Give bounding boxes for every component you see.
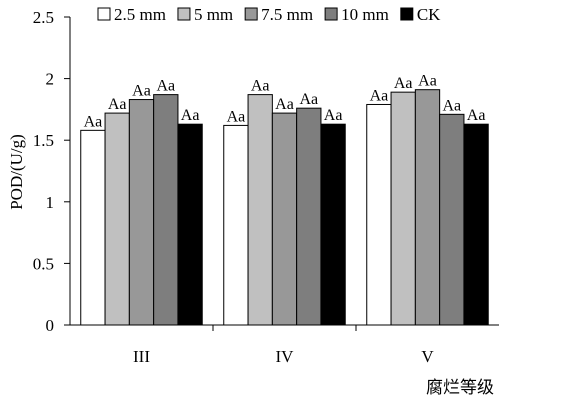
bar-data-label: Aa [275, 96, 294, 113]
bar [414, 89, 441, 326]
bar-data-label: Aa [467, 107, 486, 124]
bar [439, 113, 465, 326]
bar [80, 129, 106, 326]
legend-swatch [97, 7, 111, 21]
legend-swatch [400, 7, 414, 21]
bar-data-label: Aa [251, 78, 270, 95]
plot-area: 0 0.5 1 1.5 2 2.5 III IV V Aa Aa Aa Aa Aa Aa Aa Aa Aa Aa Aa… [33, 8, 499, 366]
bar-data-label: Aa [299, 91, 318, 108]
y-tick-label: 0 [46, 316, 55, 335]
bar [366, 103, 392, 326]
bar [296, 107, 322, 326]
legend-label: 10 mm [341, 5, 389, 24]
bar-data-label: Aa [156, 78, 175, 95]
y-tick-label: 0.5 [33, 254, 54, 273]
legend-label: 7.5 mm [261, 5, 313, 24]
bar-data-label: Aa [132, 83, 151, 100]
legend-swatch [177, 7, 191, 21]
bar [177, 123, 203, 326]
bar [320, 123, 346, 326]
x-category-label: V [421, 347, 434, 366]
bar [271, 112, 298, 326]
bar-data-label: Aa [394, 75, 413, 92]
bar [153, 94, 179, 326]
legend-label: 2.5 mm [114, 5, 166, 24]
bar-data-label: Aa [227, 108, 246, 125]
bar [223, 124, 249, 326]
legend-swatch [244, 7, 258, 21]
bar-data-label: Aa [370, 87, 389, 104]
x-category-label: III [133, 347, 150, 366]
bar [128, 99, 155, 326]
y-tick-label: 2.5 [33, 8, 54, 27]
y-tick-label: 1 [46, 193, 55, 212]
x-category-label: IV [276, 347, 295, 366]
bar-data-label: Aa [442, 97, 461, 114]
x-axis-title: 腐烂等级 [426, 378, 494, 397]
y-tick-label: 1.5 [33, 131, 54, 150]
legend: 2.5 mm 5 mm 7.5 mm 10 mm CK [97, 5, 441, 24]
bar [104, 112, 130, 326]
bar [463, 123, 489, 326]
bar [390, 91, 416, 326]
legend-swatch [324, 7, 338, 21]
bar-data-label: Aa [181, 107, 200, 124]
bar-data-label: Aa [84, 113, 103, 130]
bar-data-label: Aa [108, 96, 127, 113]
bar [247, 94, 273, 326]
bar-data-label: Aa [324, 107, 343, 124]
y-axis-title: POD/(U/g) [7, 134, 26, 210]
y-tick-label: 2 [46, 70, 55, 89]
legend-label: 5 mm [194, 5, 233, 24]
bar-data-label: Aa [418, 73, 437, 90]
legend-label: CK [417, 5, 441, 24]
